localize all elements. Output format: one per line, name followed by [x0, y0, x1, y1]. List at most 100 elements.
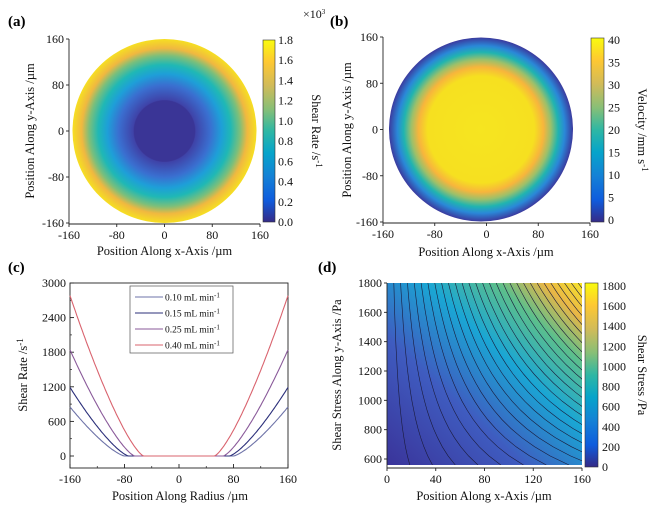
contour-line	[557, 283, 582, 316]
colorbar-b-label: Velocity /mm s-1	[635, 88, 650, 171]
series-line	[69, 295, 289, 457]
colorbar-tick-label: 0.6	[278, 154, 293, 168]
colorbar-tick-label: 1600	[602, 299, 626, 313]
y-tick-label: 80	[366, 76, 378, 90]
colorbar-a-ticks: 1.8 1.6 1.4 1.2 1.0 0.8 0.6 0.4 0.2 0.0	[278, 33, 293, 229]
contour-line	[564, 283, 582, 307]
contour-line	[461, 283, 582, 444]
panel-c-axes: -160 -80 0 80 160 3000 2400 1800 1200 600 0	[42, 276, 297, 486]
colorbar-tick-label: 0.8	[278, 134, 293, 148]
legend-label: 0.10 mL min-1	[165, 292, 220, 304]
contour-line	[393, 283, 411, 465]
contour-line	[530, 283, 582, 353]
contour-line	[550, 283, 582, 325]
y-tick-label: 160	[46, 32, 64, 46]
x-tick-label: -80	[109, 228, 125, 242]
colorbar-tick-label: 1800	[602, 279, 626, 293]
contour-line	[543, 283, 582, 335]
colorbar-tick-label: 15	[608, 146, 620, 160]
series-line	[69, 349, 289, 457]
contour-line	[536, 283, 582, 344]
x-tick-label: 160	[573, 472, 591, 486]
shear-stress-field	[387, 283, 582, 465]
contour-line	[400, 283, 433, 465]
colorbar-tick-label: 1400	[602, 319, 626, 333]
y-tick-label: 1200	[42, 380, 66, 394]
contour-line	[427, 283, 524, 465]
x-tick-label: 80	[479, 472, 491, 486]
y-tick-label: 1000	[358, 393, 382, 407]
colorbar-tick-label: 20	[608, 123, 620, 137]
colorbar-tick-label: 0	[602, 460, 608, 474]
contour-line	[441, 283, 570, 465]
y-tick-label: -80	[362, 169, 378, 183]
panel-d-contour: 0 40 80 120 160 1800 1600 1400 1200 1000 800 600 18…	[330, 276, 649, 503]
colorbar-tick-label: 30	[608, 78, 620, 92]
colorbar-d-ticks: 1800 1600 1400 1200 1000 800 600 400 200 0	[602, 279, 626, 474]
y-tick-label: -160	[42, 216, 64, 230]
contour-line	[420, 283, 501, 465]
colorbar-tick-label: 800	[602, 380, 620, 394]
contour-lines	[393, 283, 582, 465]
colorbar-tick-label: 1.6	[278, 53, 293, 67]
x-tick-label: 80	[532, 227, 544, 241]
x-tick-label: 160	[251, 228, 269, 242]
y-tick-label: 0	[60, 449, 66, 463]
colorbar-tick-label: 1.8	[278, 33, 293, 47]
x-tick-label: 80	[228, 472, 240, 486]
x-tick-label: 80	[206, 228, 218, 242]
x-tick-label: 160	[581, 227, 599, 241]
x-tick-label: 160	[279, 472, 297, 486]
colorbar-b-ticks: 40 35 30 25 20 15 10 5 0	[608, 33, 620, 227]
x-tick-label: 0	[176, 472, 182, 486]
panel-b-xlabel: Position Along x-Axis /µm	[418, 245, 554, 259]
legend-label: 0.15 mL min-1	[165, 308, 220, 320]
contour-line	[502, 283, 582, 389]
contour-line	[495, 283, 582, 398]
colorbar-tick-label: 0.0	[278, 215, 293, 229]
shear-rate-disk	[72, 39, 257, 223]
panel-label-c: (c)	[8, 260, 25, 276]
colorbar-tick-label: 1000	[602, 359, 626, 373]
contour-line	[434, 283, 547, 465]
x-tick-label: -80	[427, 227, 443, 241]
panel-label-a: (a)	[8, 14, 26, 30]
colorbar-tick-label: 0	[608, 213, 614, 227]
contour-line	[407, 283, 456, 465]
y-tick-label: 80	[52, 78, 64, 92]
colorbar-d	[584, 282, 599, 468]
x-tick-label: 120	[524, 472, 542, 486]
y-tick-label: 0	[372, 123, 378, 137]
colorbar-tick-label: 400	[602, 420, 620, 434]
contour-line	[489, 283, 582, 407]
y-tick-label: 600	[364, 452, 382, 466]
y-tick-label: 1800	[358, 276, 382, 290]
panel-label-b: (b)	[330, 14, 348, 30]
colorbar-tick-label: 40	[608, 33, 620, 47]
panel-d-ylabel: Shear Stress Along y-Axis /Pa	[330, 299, 344, 451]
panel-label-d: (d)	[318, 260, 336, 276]
panel-a-axes: -160 -80 0 80 160 160 80 0 -80 -160	[42, 32, 269, 242]
y-tick-label: -80	[48, 170, 64, 184]
colorbar-b	[590, 37, 605, 223]
contour-line	[448, 283, 582, 462]
y-tick-label: 160	[360, 30, 378, 44]
y-tick-label: 600	[48, 414, 66, 428]
colorbar-a-label: Shear Rate /s-1	[309, 94, 324, 167]
legend-label: 0.40 mL min-1	[165, 340, 220, 352]
colorbar-tick-label: 1200	[602, 339, 626, 353]
velocity-disk	[389, 37, 573, 222]
colorbar-tick-label: 1.2	[278, 94, 293, 108]
panel-c-series	[69, 295, 289, 457]
panel-c-legend-items: 0.10 mL min-1 0.15 mL min-1 0.25 mL min-1 0…	[135, 292, 220, 352]
x-tick-label: 0	[384, 472, 390, 486]
panel-c-xlabel: Position Along Radius /µm	[112, 489, 248, 503]
panel-b-ylabel: Position Along y-Axis /µm	[340, 62, 354, 198]
contour-line	[516, 283, 582, 371]
series-line	[69, 387, 289, 457]
y-tick-label: 1400	[358, 335, 382, 349]
panel-b-axes: -160 -80 0 80 160 160 80 0 -80 -160	[356, 30, 599, 241]
legend-label: 0.25 mL min-1	[165, 324, 220, 336]
contour-line	[475, 283, 582, 425]
x-tick-label: -160	[58, 228, 80, 242]
